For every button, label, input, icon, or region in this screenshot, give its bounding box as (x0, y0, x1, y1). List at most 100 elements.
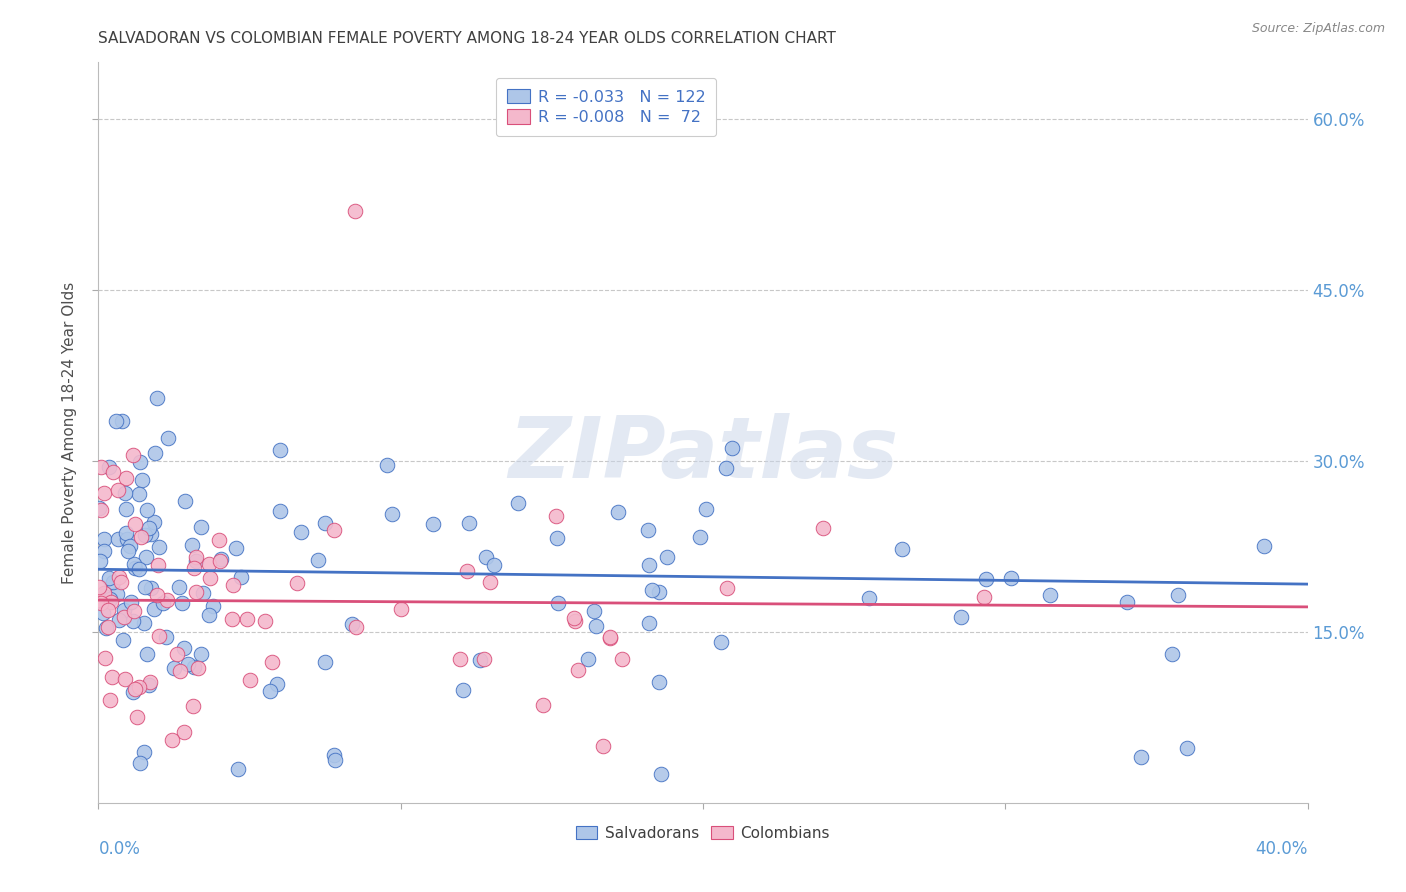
Salvadorans (114, 486, 136, 500)
Colombians (100, 669, 122, 683)
Colombians (612, 651, 634, 665)
Salvadorans (637, 558, 659, 572)
Salvadorans (120, 539, 142, 553)
Y-axis label: Female Poverty Among 18-24 Year Olds: Female Poverty Among 18-24 Year Olds (62, 282, 77, 583)
Salvadorans (135, 503, 157, 517)
Text: SALVADORAN VS COLOMBIAN FEMALE POVERTY AMONG 18-24 YEAR OLDS CORRELATION CHART: SALVADORAN VS COLOMBIAN FEMALE POVERTY A… (98, 31, 837, 46)
Text: 40.0%: 40.0% (1256, 840, 1308, 858)
Salvadorans (190, 647, 212, 661)
Salvadorans (475, 549, 498, 564)
Salvadorans (641, 583, 664, 598)
Salvadorans (107, 532, 129, 546)
Salvadorans (129, 455, 152, 469)
Salvadorans (482, 558, 505, 572)
Salvadorans (638, 615, 661, 630)
Colombians (148, 629, 170, 643)
Salvadorans (134, 527, 156, 541)
Salvadorans (98, 459, 121, 474)
Colombians (115, 471, 138, 485)
Colombians (110, 574, 132, 589)
Colombians (145, 588, 167, 602)
Salvadorans (128, 562, 150, 576)
Salvadorans (107, 614, 129, 628)
Salvadorans (93, 543, 115, 558)
Salvadorans (201, 599, 224, 614)
Salvadorans (132, 745, 155, 759)
Salvadorans (93, 589, 115, 603)
Colombians (87, 593, 110, 607)
Salvadorans (422, 516, 444, 531)
Salvadorans (98, 571, 121, 585)
Salvadorans (115, 526, 138, 541)
Colombians (221, 612, 243, 626)
Salvadorans (117, 544, 139, 558)
Salvadorans (163, 661, 186, 675)
Colombians (90, 596, 112, 610)
Colombians (184, 550, 207, 565)
Colombians (93, 586, 115, 600)
Salvadorans (120, 595, 142, 609)
Salvadorans (890, 542, 912, 557)
Salvadorans (546, 531, 568, 545)
Colombians (973, 590, 995, 604)
Salvadorans (93, 532, 115, 546)
Salvadorans (451, 682, 474, 697)
Colombians (564, 614, 586, 628)
Salvadorans (266, 677, 288, 691)
Salvadorans (132, 615, 155, 630)
Colombians (599, 630, 621, 644)
Salvadorans (314, 656, 336, 670)
Colombians (114, 672, 136, 686)
Colombians (173, 725, 195, 739)
Colombians (94, 650, 117, 665)
Salvadorans (138, 521, 160, 535)
Salvadorans (143, 601, 166, 615)
Salvadorans (112, 603, 135, 617)
Colombians (323, 523, 346, 537)
Salvadorans (974, 572, 997, 586)
Legend: Salvadorans, Colombians: Salvadorans, Colombians (569, 820, 837, 847)
Salvadorans (1115, 595, 1137, 609)
Salvadorans (128, 756, 150, 770)
Salvadorans (290, 524, 312, 539)
Colombians (138, 675, 160, 690)
Colombians (449, 651, 471, 665)
Colombians (166, 647, 188, 661)
Colombians (98, 693, 121, 707)
Salvadorans (180, 538, 202, 552)
Colombians (122, 449, 145, 463)
Salvadorans (1253, 540, 1275, 554)
Colombians (124, 681, 146, 696)
Salvadorans (1039, 588, 1062, 602)
Salvadorans (710, 635, 733, 649)
Salvadorans (136, 647, 159, 661)
Salvadorans (190, 520, 212, 534)
Colombians (592, 739, 614, 753)
Salvadorans (375, 458, 398, 473)
Salvadorans (657, 550, 679, 565)
Colombians (97, 619, 120, 633)
Salvadorans (1175, 741, 1198, 756)
Salvadorans (269, 504, 291, 518)
Salvadorans (122, 615, 145, 629)
Colombians (564, 610, 586, 624)
Colombians (208, 533, 231, 548)
Colombians (478, 574, 501, 589)
Salvadorans (94, 621, 117, 635)
Salvadorans (714, 461, 737, 475)
Salvadorans (174, 493, 197, 508)
Colombians (472, 652, 495, 666)
Colombians (97, 603, 120, 617)
Salvadorans (115, 532, 138, 546)
Salvadorans (104, 414, 127, 428)
Colombians (346, 620, 368, 634)
Text: 0.0%: 0.0% (98, 840, 141, 858)
Salvadorans (211, 552, 233, 566)
Salvadorans (1000, 571, 1022, 585)
Colombians (90, 459, 112, 474)
Salvadorans (121, 685, 143, 699)
Salvadorans (1167, 588, 1189, 602)
Salvadorans (648, 585, 671, 599)
Salvadorans (322, 747, 344, 762)
Salvadorans (128, 487, 150, 501)
